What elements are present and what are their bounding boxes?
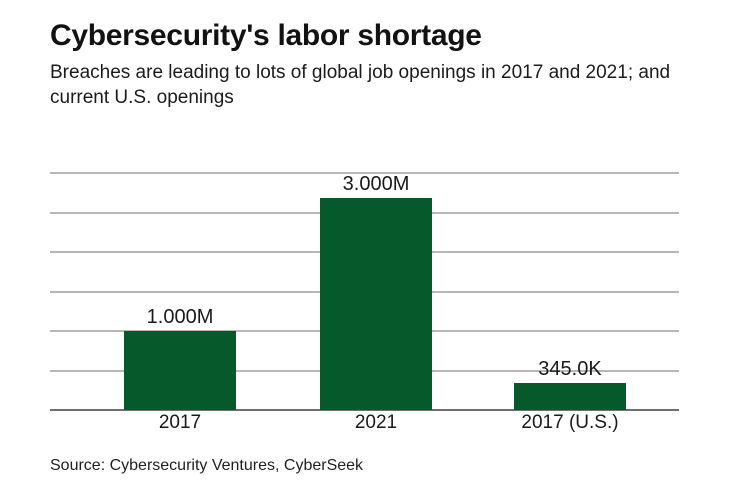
x-axis-label-2021: 2021 [354, 412, 398, 433]
gridline [50, 172, 679, 174]
bar-2021 [320, 198, 432, 410]
bar-value-label: 3.000M [342, 173, 410, 195]
bar-group-2017-us: 345.0K [514, 173, 626, 410]
bar-value-label: 345.0K [538, 357, 602, 380]
bar-2017 [124, 331, 236, 410]
chart-title: Cybersecurity's labor shortage [50, 19, 482, 52]
plot-area: 1.000M 3.000M 345.0K [50, 172, 679, 411]
x-axis-label-2017-us: 2017 (U.S.) [521, 412, 619, 433]
bar-group-2021: 3.000M [320, 173, 432, 410]
x-axis-label-2017: 2017 [158, 412, 202, 433]
bar-2017-us [514, 382, 626, 410]
bar-group-2017: 1.000M [124, 173, 236, 410]
chart-subtitle: Breaches are leading to lots of global j… [50, 62, 671, 108]
x-axis-line [50, 409, 679, 411]
source-attribution: Source: Cybersecurity Ventures, CyberSee… [50, 457, 364, 474]
bar-value-label: 1.000M [146, 306, 214, 329]
